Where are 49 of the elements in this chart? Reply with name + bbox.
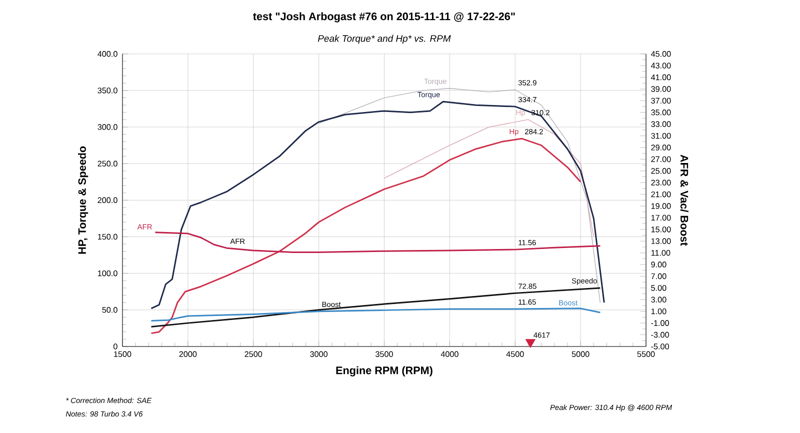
y2-tick-label: 27.00 [651,156,671,162]
y-tick-label: 400.0 [98,50,118,57]
y2-tick-label: 35.00 [651,110,671,116]
y2-tick-label: 5.00 [651,285,666,291]
y2-tick-label: 15.00 [651,226,671,232]
y2-tick-label: 7.00 [651,273,666,280]
x-tick-label: 2500 [244,351,262,357]
x-axis-title: Engine RPM (RPM) [336,366,432,376]
x-tick-label: 2000 [179,351,197,357]
y2-tick-label: 39.00 [651,86,671,92]
x-tick-label: 1500 [114,351,132,357]
y2-tick-label: 21.00 [651,191,671,198]
y2-tick-label: -1.00 [651,320,669,326]
y2-tick-label: 37.00 [651,98,671,104]
y-tick-label: 0 [113,344,118,350]
chart-title: test "Josh Arbogast #76 on 2015-11-11 @ 17-22-26" [253,12,515,22]
y2-tick-label: 19.00 [651,203,671,209]
x-tick-label: 5500 [637,351,655,357]
x-tick-label: 4000 [440,351,458,357]
y-tick-label: 200.0 [98,197,118,204]
y2-tick-label: 9.00 [651,262,666,268]
y-tick-label: 350.0 [98,88,118,94]
x-tick-label: 5000 [572,351,590,357]
y2-tick-label: 31.00 [651,132,671,139]
y2-tick-label: -5.00 [651,344,669,350]
y2-tick-label: 11.00 [651,250,670,256]
y2-tick-label: 1.00 [651,308,666,314]
x-tick-label: 4500 [506,351,524,357]
y-tick-label: 250.0 [98,160,118,166]
y2-tick-label: 3.00 [651,296,666,302]
y2-tick-label: 13.00 [651,238,671,244]
y2-tick-label: -3.00 [651,332,669,338]
x-tick-label: 3500 [376,351,393,357]
y2-tick-label: 41.00 [650,74,671,80]
y-tick-label: 150.0 [98,234,118,240]
y2-axis-title: AFR & Vac/ Boost [680,154,688,246]
y2-tick-label: 17.00 [651,214,671,221]
y-axis-title: HP, Torque & Speedo [78,146,88,254]
y2-tick-label: 43.00 [650,62,671,68]
y2-tick-label: 23.00 [651,180,671,186]
y2-tick-label: 33.00 [651,121,671,127]
y2-tick-label: 25.00 [651,168,671,174]
y-tick-label: 300.0 [98,124,118,130]
chart-subtitle: Peak Torque* and Hp* vs. RPM [318,34,451,44]
y-tick-label: 100.0 [98,270,118,276]
y-tick-label: 50.0 [102,306,118,313]
y2-tick-label: 29.00 [651,144,671,150]
y2-tick-label: 45.00 [650,50,671,57]
x-tick-label: 3000 [310,351,328,357]
